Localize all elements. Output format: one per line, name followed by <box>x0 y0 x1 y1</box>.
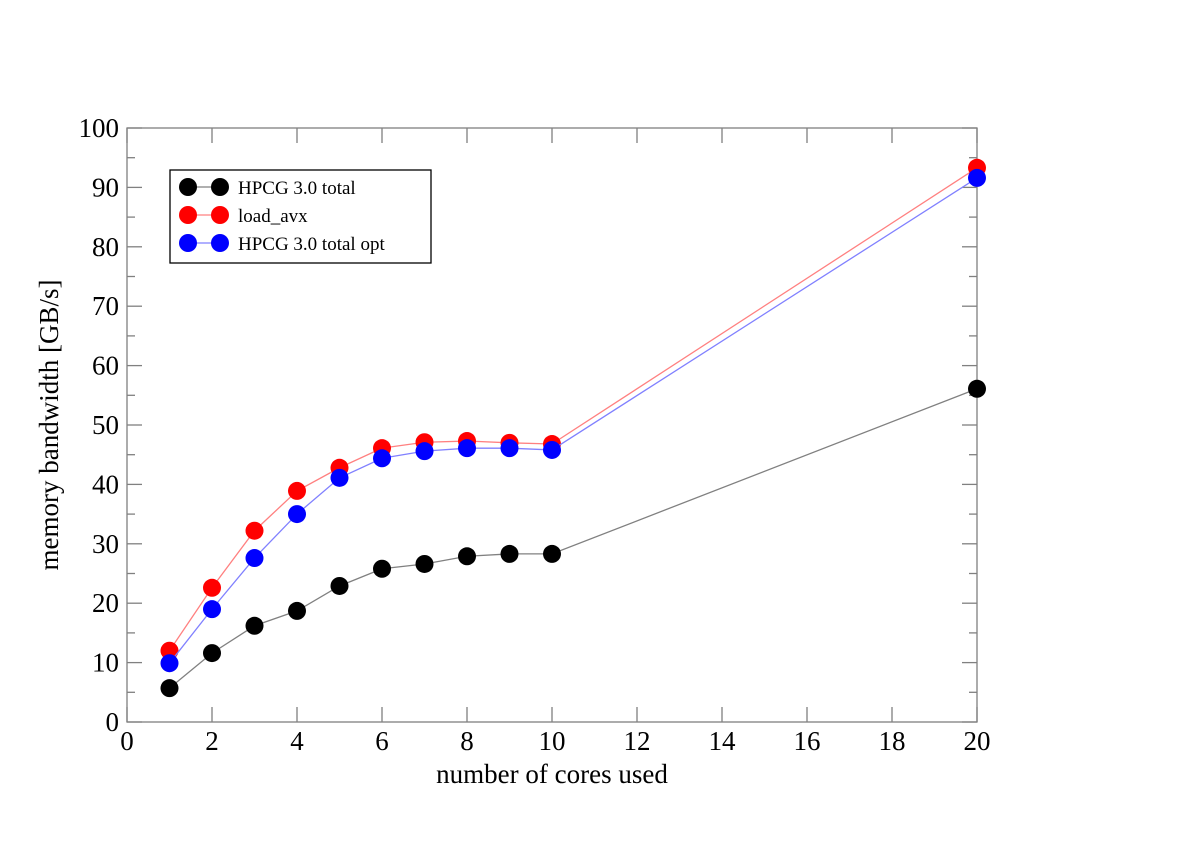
legend-label: HPCG 3.0 total <box>238 178 356 199</box>
data-point <box>458 439 476 458</box>
data-point <box>373 559 391 578</box>
data-point <box>968 168 986 187</box>
x-tick-label: 14 <box>709 726 737 756</box>
y-tick-label: 20 <box>92 588 119 618</box>
legend-marker <box>179 206 197 224</box>
y-tick-label: 90 <box>92 172 119 202</box>
x-tick-label: 4 <box>290 726 304 756</box>
x-tick-label: 10 <box>539 726 566 756</box>
x-axis-label: number of cores used <box>436 759 668 789</box>
y-axis-label: memory bandwidth [GB/s] <box>34 280 64 571</box>
data-point <box>245 616 264 635</box>
y-tick-label: 40 <box>92 469 119 499</box>
data-point <box>203 578 221 597</box>
data-point <box>500 439 519 458</box>
legend-label: HPCG 3.0 total opt <box>238 234 385 255</box>
data-point <box>373 449 391 468</box>
legend-marker <box>179 178 197 196</box>
data-point <box>203 644 221 663</box>
legend-marker <box>211 178 229 196</box>
y-tick-label: 60 <box>92 351 119 381</box>
data-point <box>543 440 561 459</box>
data-point <box>288 505 306 524</box>
x-tick-label: 18 <box>879 726 906 756</box>
y-tick-label: 50 <box>92 410 119 440</box>
data-point <box>288 601 306 620</box>
data-point <box>330 576 349 595</box>
y-tick-label: 30 <box>92 529 119 559</box>
data-point <box>160 679 179 698</box>
x-tick-label: 8 <box>460 726 474 756</box>
y-tick-label: 80 <box>92 232 119 262</box>
data-point <box>245 521 264 540</box>
data-point <box>330 468 349 487</box>
data-point <box>245 549 264 568</box>
series-0 <box>160 379 986 698</box>
y-tick-label: 100 <box>79 113 120 143</box>
data-point <box>458 547 476 566</box>
data-point <box>500 544 519 563</box>
series-2 <box>160 168 986 673</box>
x-tick-label: 2 <box>205 726 219 756</box>
data-point <box>968 379 986 398</box>
data-point <box>415 442 434 461</box>
data-point <box>160 641 179 660</box>
y-tick-label: 10 <box>92 648 119 678</box>
legend-marker <box>211 234 229 252</box>
y-tick-label: 0 <box>106 707 120 737</box>
data-point <box>543 544 561 563</box>
series-line <box>169 388 978 689</box>
legend: HPCG 3.0 total load_avx HPCG 3.0 total opt <box>169 169 432 264</box>
y-tick-label: 70 <box>92 291 119 321</box>
data-point <box>203 600 221 619</box>
legend-marker <box>211 206 229 224</box>
x-tick-label: 12 <box>624 726 651 756</box>
data-point <box>160 654 179 673</box>
x-tick-label: 6 <box>375 726 389 756</box>
x-tick-label: 20 <box>964 726 991 756</box>
legend-label: load_avx <box>238 206 308 227</box>
x-tick-label: 0 <box>120 726 134 756</box>
data-point <box>415 554 434 573</box>
x-tick-label: 16 <box>794 726 821 756</box>
legend-marker <box>179 234 197 252</box>
data-point <box>288 481 306 500</box>
